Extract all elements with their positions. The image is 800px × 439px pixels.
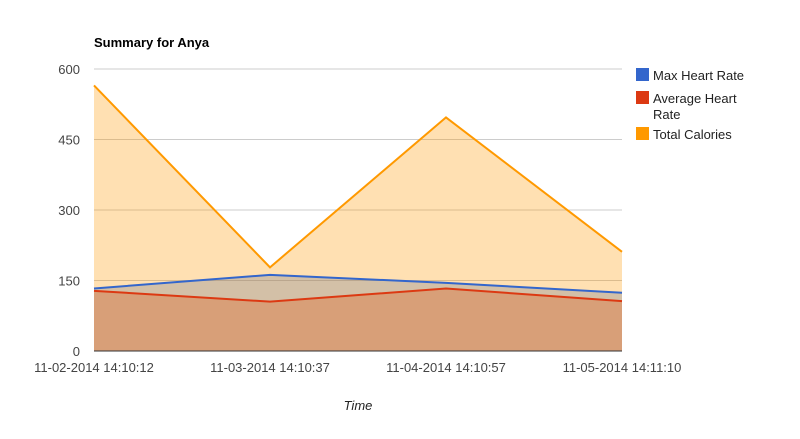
legend-label-average-heart-rate: Average Heart xyxy=(653,91,737,106)
x-tick-label: 11-03-2014 14:10:37 xyxy=(210,360,330,375)
line-total-calories xyxy=(93,84,623,269)
series-lines xyxy=(93,84,623,303)
x-axis-title: Time xyxy=(344,398,373,413)
line-average-heart-rate xyxy=(93,287,623,303)
chart-title: Summary for Anya xyxy=(94,35,210,50)
legend-swatch-average-heart-rate xyxy=(636,91,649,104)
x-axis-ticks: 11-02-2014 14:10:12 11-03-2014 14:10:37 11… xyxy=(34,360,681,375)
y-tick-label: 0 xyxy=(73,344,80,359)
line-max-heart-rate xyxy=(93,273,623,294)
area-average-heart-rate xyxy=(94,288,622,351)
gridlines xyxy=(94,68,622,281)
y-tick-label: 300 xyxy=(58,203,80,218)
legend-label-max-heart-rate: Max Heart Rate xyxy=(653,68,744,83)
legend-swatch-max-heart-rate xyxy=(636,68,649,81)
legend-label-average-heart-rate: Rate xyxy=(653,107,680,122)
x-tick-label: 11-04-2014 14:10:57 xyxy=(386,360,506,375)
area-max-heart-rate xyxy=(94,274,622,351)
legend-swatch-total-calories xyxy=(636,127,649,140)
x-tick-label: 11-02-2014 14:10:12 xyxy=(34,360,154,375)
y-tick-label: 150 xyxy=(58,274,80,289)
y-axis-ticks: 0 150 300 450 600 xyxy=(58,62,80,359)
legend-label-total-calories: Total Calories xyxy=(653,127,732,142)
y-tick-label: 600 xyxy=(58,62,80,77)
x-tick-label: 11-05-2014 14:11:10 xyxy=(563,360,682,375)
y-tick-label: 450 xyxy=(58,133,80,148)
